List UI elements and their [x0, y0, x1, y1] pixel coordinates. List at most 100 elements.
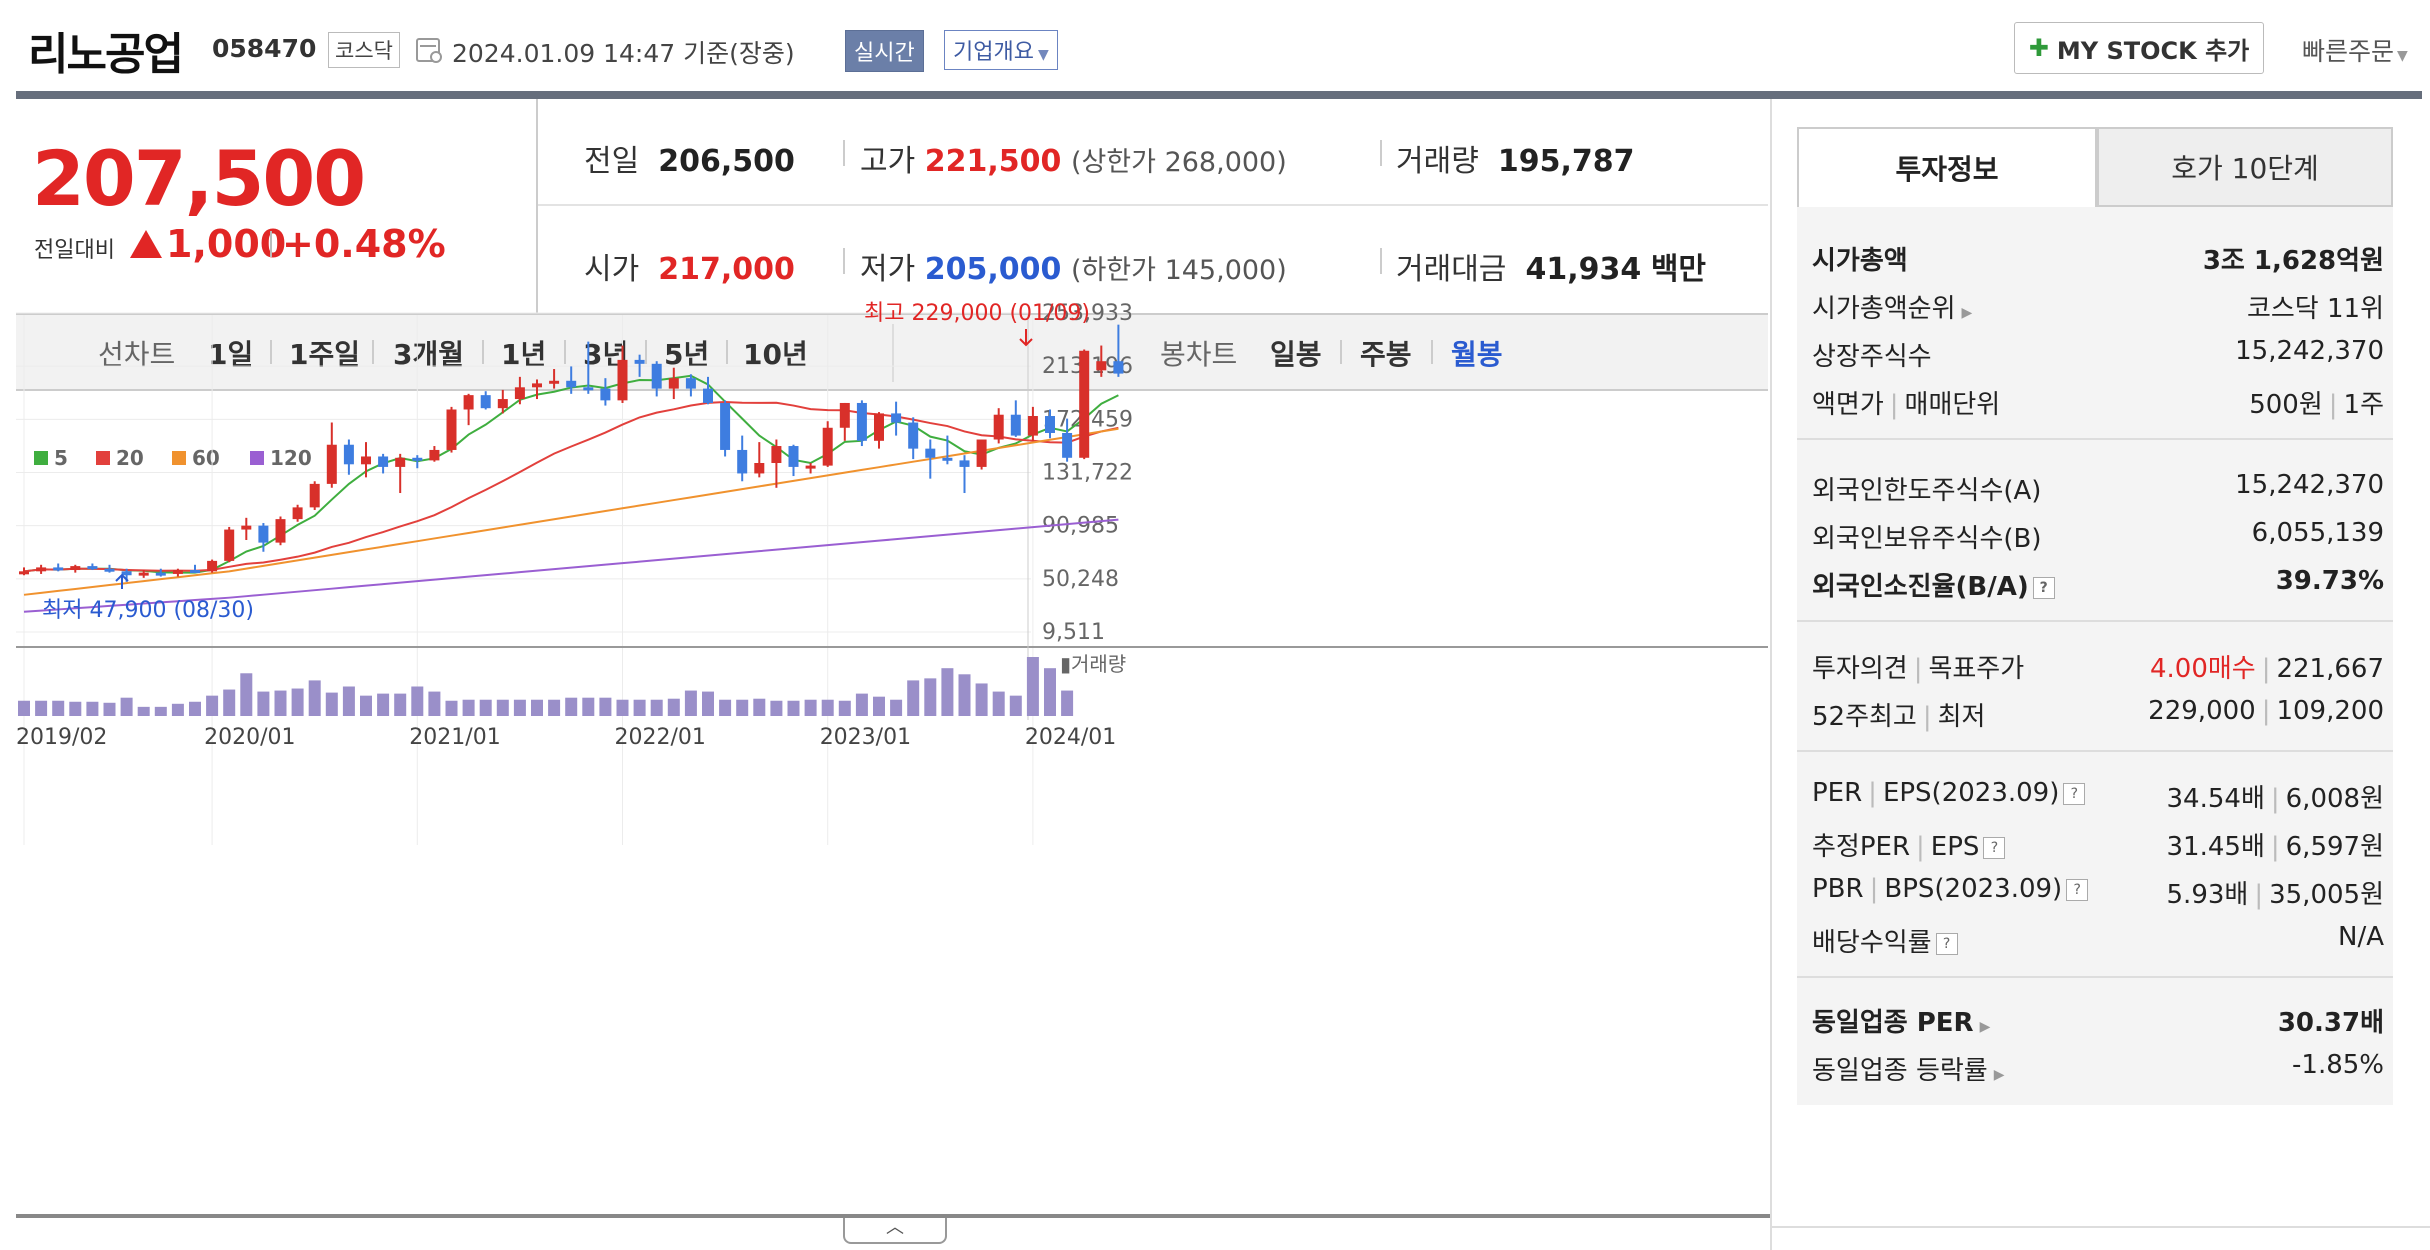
candle-body	[566, 380, 577, 388]
separator	[372, 340, 374, 364]
legend-ma20: 20	[96, 446, 144, 470]
tab-orderbook[interactable]: 호가 10단계	[2097, 127, 2393, 207]
candle-body	[1010, 414, 1021, 436]
separator: |	[2261, 654, 2271, 684]
arrow-up-icon	[115, 573, 129, 589]
legend-label: 60	[192, 446, 220, 470]
candle-weekly[interactable]: 주봉	[1360, 333, 1412, 373]
divider	[892, 324, 894, 382]
volume-bar	[18, 700, 30, 716]
separator: |	[1868, 778, 1877, 808]
caret-right-icon: ▶	[1993, 1067, 2005, 1083]
dividend-yield: 배당수익률?	[1812, 922, 1958, 959]
candle-body	[976, 439, 987, 467]
separator	[1340, 340, 1342, 364]
volume-bar	[599, 697, 612, 716]
stock-chart[interactable]: 253,933213,196172,459131,72290,98550,248…	[16, 285, 1768, 945]
help-icon[interactable]: ?	[2032, 576, 2055, 599]
volume-bar	[804, 699, 817, 716]
w52-low-value: 109,200	[2276, 696, 2384, 726]
separator: |	[2254, 880, 2264, 910]
ma120-line	[23, 518, 1119, 613]
volume-bar	[736, 699, 749, 716]
collapse-chart-button[interactable]: ︿	[843, 1218, 947, 1244]
candle-body	[600, 388, 611, 401]
high-label: 고가	[860, 144, 916, 179]
candle-daily[interactable]: 일봉	[1270, 333, 1322, 373]
legend-ma5: 5	[34, 446, 68, 470]
opinion-target-label: 투자의견 | 목표주가	[1812, 648, 2024, 685]
period-1d[interactable]: 1일	[208, 333, 253, 373]
volume-value: 195,787	[1497, 144, 1635, 179]
help-icon[interactable]: ?	[2063, 782, 2086, 805]
candle-body	[104, 568, 115, 572]
amount-value: 41,934	[1525, 252, 1642, 287]
volume-stat: 거래량 195,787	[1396, 136, 1635, 180]
candle-body	[959, 460, 970, 467]
my-stock-add-button[interactable]: ✚ MY STOCK 추가	[2014, 22, 2264, 74]
volume-bar	[394, 693, 407, 716]
industry-change[interactable]: 동일업종 등락률 ▶	[1812, 1050, 2005, 1087]
industry-per[interactable]: 동일업종 PER ▶	[1812, 1002, 1990, 1039]
tab-invest-info[interactable]: 투자정보	[1797, 127, 2097, 207]
candle-body	[378, 456, 389, 467]
volume-bar	[992, 691, 1005, 716]
volume-bar	[291, 688, 304, 716]
period-10y[interactable]: 10년	[743, 333, 808, 373]
pbr-label: PBR	[1812, 874, 1864, 904]
eps-label: EPS(2023.09)	[1882, 778, 2060, 808]
low-annotation: 최저 47,900 (08/30)	[42, 598, 254, 623]
period-1y-label: 1년	[501, 338, 547, 371]
volume-bar	[274, 690, 287, 716]
per-eps-value: 34.54배 | 6,008원	[2167, 778, 2384, 815]
period-5y[interactable]: 5년	[664, 333, 709, 373]
period-1w-label: 1주일	[289, 338, 361, 371]
realtime-button[interactable]: 실시간	[845, 30, 924, 72]
per-eps-label: PER | EPS(2023.09)?	[1812, 778, 2086, 808]
y-tick-label: 9,511	[1042, 620, 1105, 645]
div-value: N/A	[2338, 922, 2384, 952]
par-label: 액면가	[1812, 390, 1884, 420]
separator	[1431, 340, 1433, 364]
market-cap-rank[interactable]: 시가총액순위 ▶	[1812, 288, 1972, 325]
separator: |	[1922, 702, 1932, 732]
foreign-limit-label: 외국인한도주식수(A)	[1812, 476, 2042, 506]
separator	[564, 340, 566, 364]
low-stat: 저가 205,000 (하한가 145,000)	[860, 244, 1287, 288]
period-5y-label: 5년	[664, 338, 710, 371]
candle-monthly[interactable]: 월봉	[1451, 333, 1503, 373]
candle-body	[993, 414, 1004, 440]
candle-body	[754, 463, 765, 474]
low-label: 저가	[860, 252, 916, 287]
y-tick-label: 131,722	[1042, 461, 1133, 486]
period-1y[interactable]: 1년	[501, 333, 546, 373]
separator	[1380, 248, 1382, 274]
candle-body	[155, 572, 166, 576]
separator	[482, 340, 484, 364]
candle-body	[19, 571, 29, 575]
quick-order-label: 빠른주문	[2302, 37, 2395, 66]
high-annotation: 최고 229,000 (01/09)	[864, 301, 1090, 326]
period-3m[interactable]: 3개월	[393, 333, 464, 373]
opinion-target-value: 4.00매수 | 221,667	[2150, 648, 2384, 685]
volume-bar	[377, 693, 390, 716]
volume-bar	[189, 701, 201, 716]
quick-order-dropdown[interactable]: 빠른주문 ▼	[2302, 32, 2408, 68]
ma60-line	[23, 427, 1119, 596]
divider	[538, 204, 1768, 206]
w52-value: 229,000 | 109,200	[2148, 696, 2384, 726]
volume-bar	[496, 699, 509, 716]
help-icon[interactable]: ?	[1983, 836, 2006, 859]
period-1w[interactable]: 1주일	[289, 333, 360, 373]
legend-label: 5	[54, 446, 68, 470]
legend-swatch	[172, 451, 186, 465]
company-overview-dropdown[interactable]: 기업개요 ▼	[944, 30, 1058, 70]
help-icon[interactable]: ?	[1935, 932, 1958, 955]
lower-limit: (하한가 145,000)	[1070, 255, 1287, 286]
candle-body	[292, 507, 303, 520]
candle-body	[497, 399, 508, 409]
candle-body	[634, 359, 645, 364]
help-icon[interactable]: ?	[2066, 878, 2089, 901]
candle-body	[891, 413, 902, 423]
x-tick-label: 2024/01	[1025, 725, 1116, 750]
